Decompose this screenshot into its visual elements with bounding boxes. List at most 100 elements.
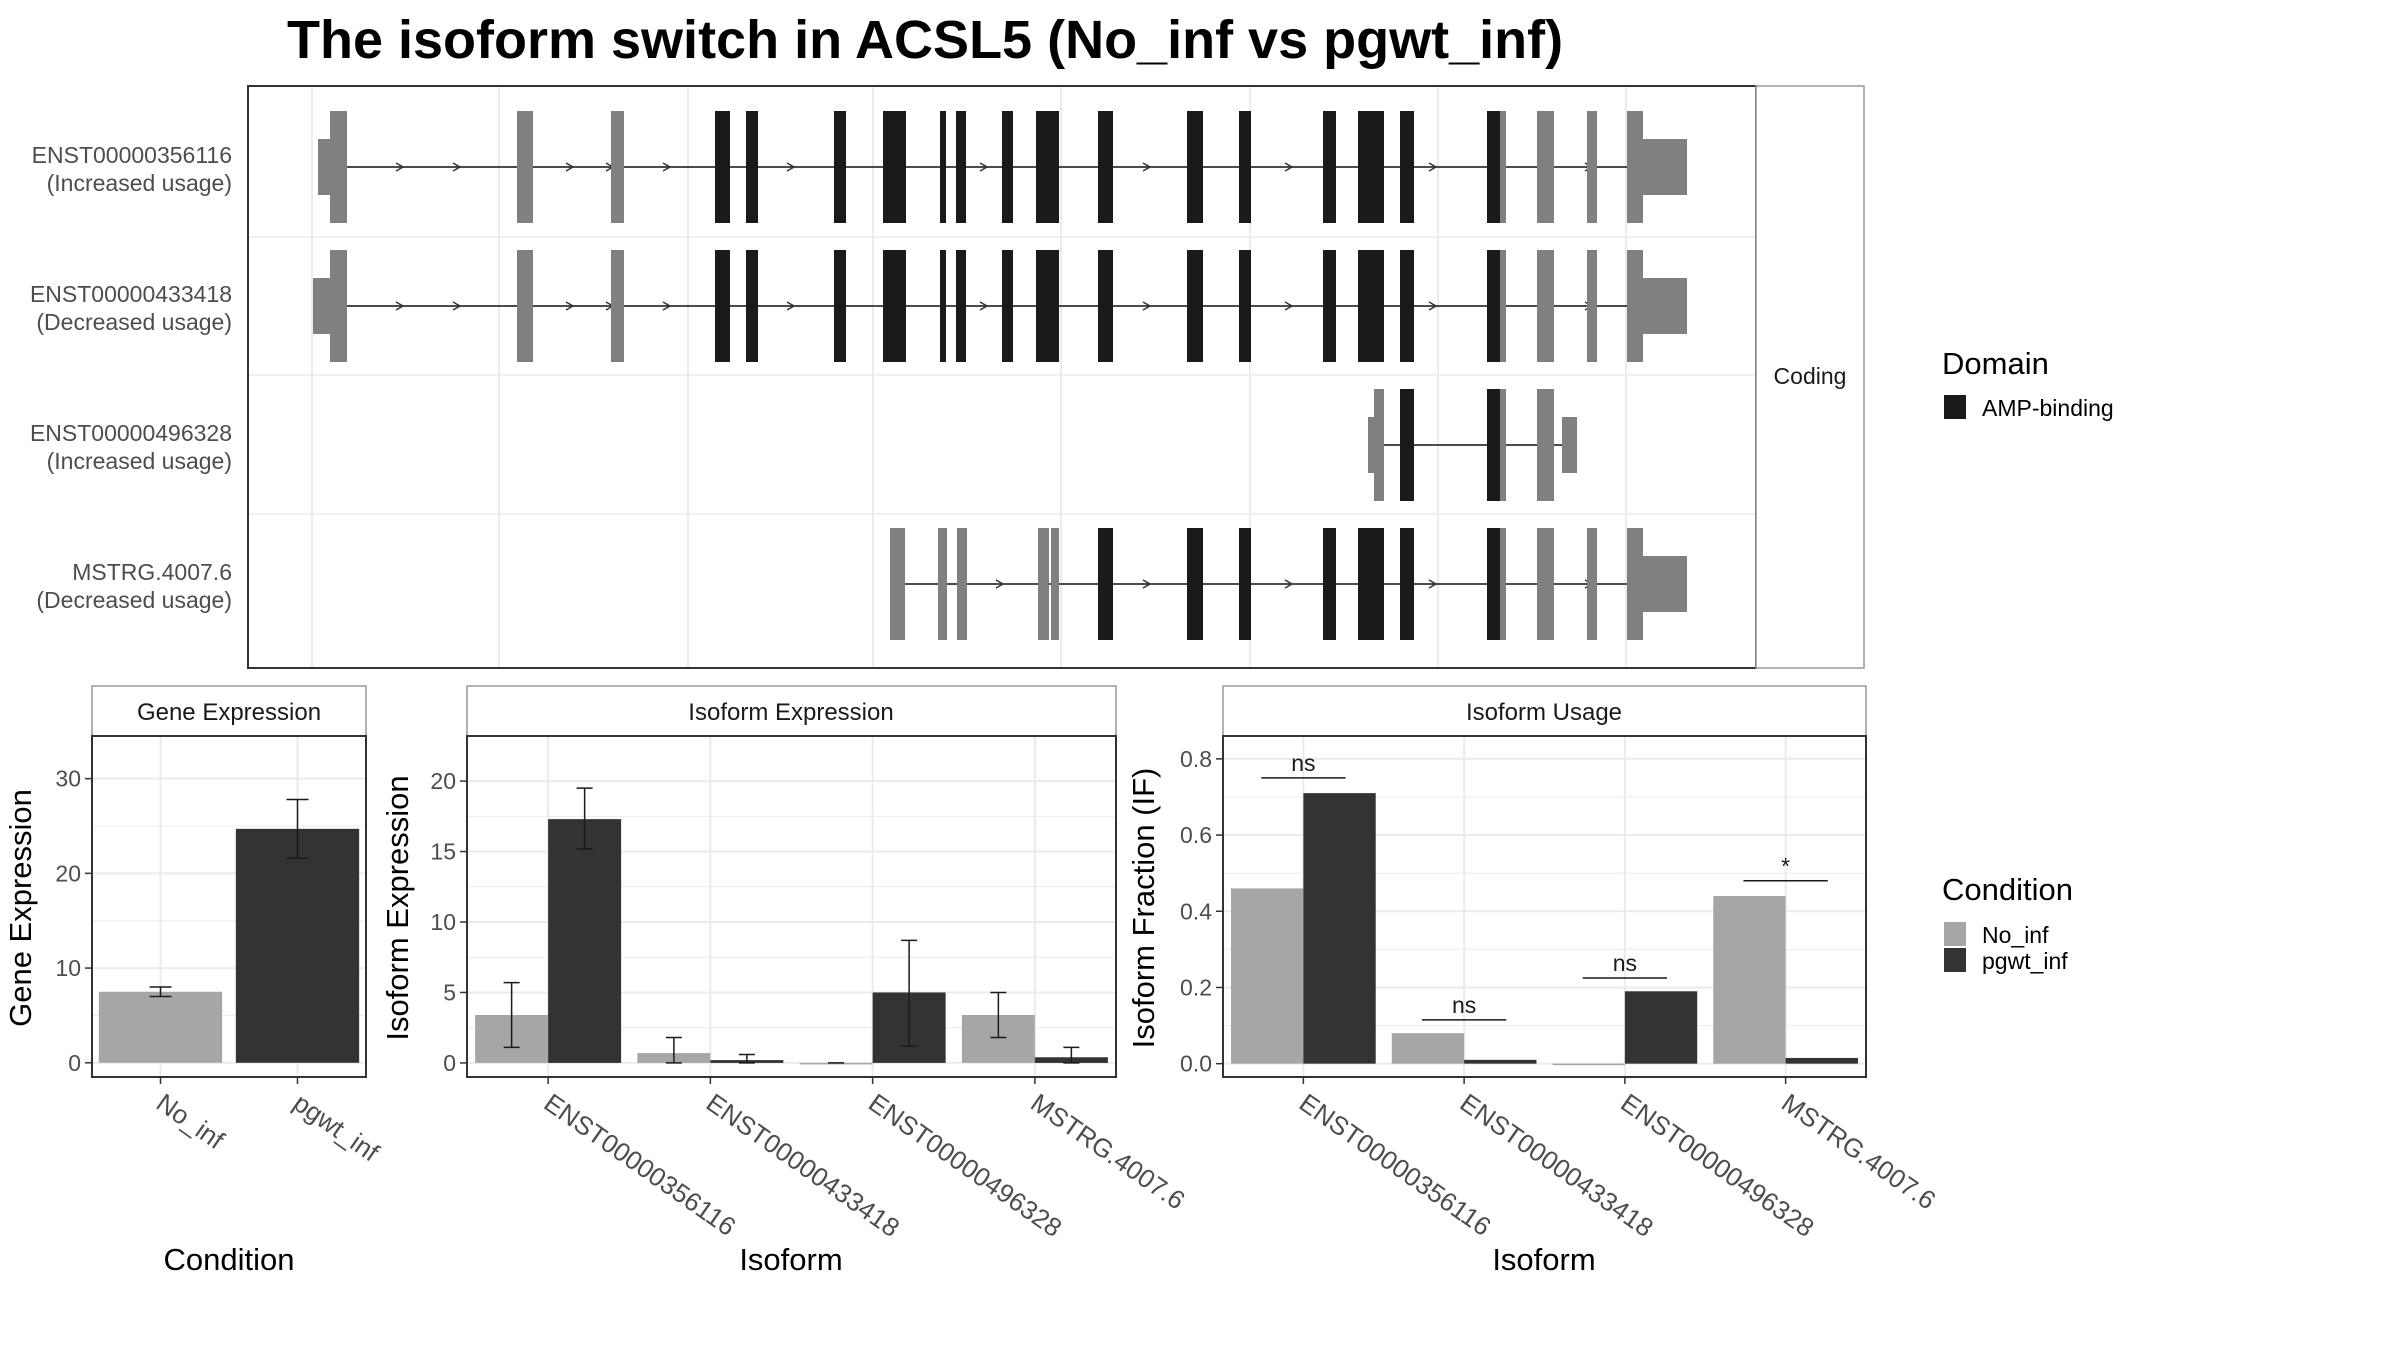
domain-exon: [883, 111, 906, 223]
domain-legend-swatch: [1944, 395, 1966, 419]
isoform-usage-strip-title: Isoform Usage: [1466, 699, 1622, 726]
y-tick-label: 20: [430, 768, 456, 794]
coding-exon: [611, 111, 624, 223]
y-tick-label: 0.8: [1180, 746, 1212, 772]
isoform-label-usage: (Decreased usage): [36, 587, 232, 613]
coding-exon: [1500, 528, 1506, 640]
isoform-expression-ylabel: Isoform Expression: [380, 775, 415, 1040]
significance-label: ns: [1613, 950, 1637, 976]
domain-exon: [1239, 111, 1251, 223]
isoform-label-usage: (Decreased usage): [36, 309, 232, 335]
x-tick-label: pgwt_inf: [288, 1087, 385, 1168]
strand-arrow: [1284, 162, 1294, 172]
domain-exon: [956, 111, 966, 223]
strand-arrow: [1284, 301, 1294, 311]
coding-exon: [1500, 111, 1506, 223]
y-tick-label: 10: [55, 955, 81, 981]
domain-exon: [883, 250, 906, 362]
coding-exon: [1374, 389, 1384, 501]
domain-exon: [1358, 111, 1384, 223]
isoform-usage-border: [1222, 735, 1867, 1078]
coding-exon: [1587, 250, 1597, 362]
domain-legend-label: AMP-binding: [1982, 395, 2114, 421]
strand-arrow: [395, 162, 405, 172]
strand-arrow: [565, 301, 575, 311]
strand-arrow: [1142, 301, 1152, 311]
isoform-label-id: ENST00000356116: [32, 142, 232, 168]
coding-exon: [330, 111, 347, 223]
isoform-label-id: ENST00000433418: [30, 281, 232, 307]
strand-arrow: [786, 301, 796, 311]
gene-expression-strip: [91, 685, 367, 737]
strand-arrow: [1428, 301, 1438, 311]
isoform-expression-strip: [466, 685, 1117, 737]
transcript-track: [1368, 389, 1577, 501]
y-tick-label: 0.4: [1180, 898, 1212, 924]
gene-expression-ylabel: Gene Expression: [3, 789, 38, 1027]
strand-arrow: [565, 162, 575, 172]
domain-exon: [1002, 250, 1013, 362]
coding-exon: [890, 528, 905, 640]
gene-expression-border: [91, 735, 367, 1078]
coding-exon: [1627, 528, 1643, 640]
coding-exon: [1500, 389, 1506, 501]
structure-panel: Coding ENST00000356116 (Increased usage)…: [30, 85, 1865, 669]
coding-exon: [1500, 250, 1506, 362]
strand-arrow: [1142, 579, 1152, 589]
domain-exon: [940, 111, 946, 223]
y-tick-label: 0.6: [1180, 822, 1212, 848]
y-tick-label: 10: [430, 909, 456, 935]
strand-arrow: [979, 301, 989, 311]
isoform-expression-xlabel: Isoform: [739, 1242, 842, 1277]
domain-exon: [1487, 250, 1500, 362]
strand-arrow: [1428, 579, 1438, 589]
isoform-usage-significance: ns ns ns *: [1261, 750, 1828, 1021]
coding-strip: [1755, 85, 1865, 669]
bar: [98, 991, 223, 1063]
isoform-label-id: MSTRG.4007.6: [72, 559, 232, 585]
y-tick-label: 20: [55, 860, 81, 886]
y-tick-label: 0.0: [1180, 1051, 1212, 1077]
domain-exon: [1187, 111, 1203, 223]
isoform-expression-strip-title: Isoform Expression: [688, 699, 893, 726]
utr-block: [313, 278, 332, 334]
domain-exon: [1323, 528, 1336, 640]
domain-exon: [746, 250, 758, 362]
domain-exon: [715, 250, 730, 362]
isoform-usage-bars: [1231, 793, 1858, 1066]
domain-legend-title: Domain: [1942, 346, 2049, 381]
domain-exon: [1187, 528, 1203, 640]
strand-arrow: [1142, 162, 1152, 172]
y-tick-label: 15: [430, 839, 456, 865]
structure-tracks: [313, 111, 1687, 640]
coding-strip-label: Coding: [1774, 363, 1847, 389]
domain-exon: [1187, 250, 1203, 362]
domain-exon: [834, 250, 846, 362]
figure-title: The isoform switch in ACSL5 (No_inf vs p…: [287, 10, 1563, 70]
domain-legend: Domain AMP-binding: [1942, 346, 2114, 421]
isoform-label-usage: (Increased usage): [47, 170, 232, 196]
coding-exon: [1537, 111, 1554, 223]
coding-exon: [1038, 528, 1049, 640]
bar: [1713, 896, 1786, 1064]
domain-exon: [1239, 528, 1251, 640]
bar: [235, 828, 360, 1063]
y-tick-label: 30: [55, 766, 81, 792]
condition-legend-label-no-inf: No_inf: [1982, 922, 2049, 948]
condition-legend-swatch-pgwt-inf: [1944, 948, 1966, 972]
bar: [548, 819, 622, 1063]
domain-exon: [1098, 528, 1113, 640]
domain-exon: [1036, 250, 1059, 362]
structure-grid: [248, 86, 1756, 668]
x-tick-label: No_inf: [151, 1087, 230, 1155]
domain-exon: [1002, 111, 1013, 223]
domain-exon: [1400, 250, 1414, 362]
coding-exon: [938, 528, 947, 640]
condition-legend-swatch-no-inf: [1944, 922, 1966, 946]
gene-expression-xlabel: Condition: [164, 1242, 295, 1277]
bar: [1303, 793, 1376, 1064]
domain-exon: [1036, 111, 1059, 223]
bar: [1231, 888, 1304, 1064]
significance-label: *: [1781, 853, 1790, 879]
